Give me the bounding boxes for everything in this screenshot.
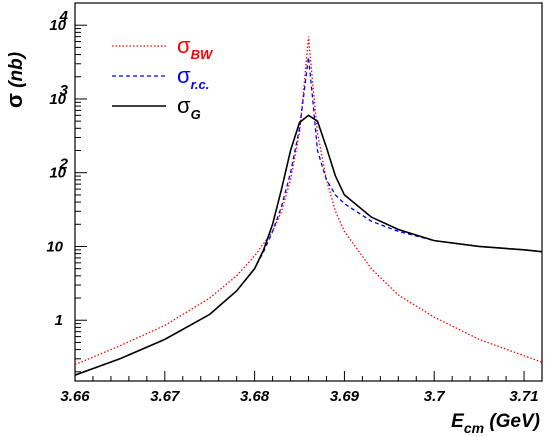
y-tick-label: 10 xyxy=(49,165,66,182)
y-tick-label: 10 xyxy=(49,17,66,34)
legend-entry: σG xyxy=(177,93,201,122)
series-line-rc xyxy=(75,56,542,376)
legend-symbol: σ xyxy=(177,93,191,118)
y-axis-title: σ (nb) xyxy=(2,52,27,108)
x-tick-label: 3.68 xyxy=(240,388,270,405)
legend-entry: σr.c. xyxy=(177,63,209,92)
legend-entry: σBW xyxy=(177,33,214,62)
x-tick-label: 3.67 xyxy=(150,388,180,405)
y-tick-exponent: 4 xyxy=(59,8,69,25)
x-tick-label: 3.71 xyxy=(509,388,538,405)
legend-subscript: G xyxy=(191,107,201,122)
legend-subscript: r.c. xyxy=(191,77,210,92)
legend-symbol: σ xyxy=(177,63,191,88)
y-axis-unit: (nb) xyxy=(6,52,27,93)
x-axis-title: Ecm (GeV) xyxy=(451,411,540,436)
x-axis-symbol: E xyxy=(451,411,465,432)
x-axis-subscript: cm xyxy=(464,420,484,436)
x-axis-unit: (GeV) xyxy=(484,411,540,432)
x-tick-label: 3.69 xyxy=(330,388,360,405)
x-tick-label: 3.7 xyxy=(424,388,446,405)
axis-ticks xyxy=(74,2,543,381)
y-tick-label: 1 xyxy=(55,312,63,329)
legend-subscript: BW xyxy=(191,47,214,62)
y-tick-exponent: 2 xyxy=(59,156,69,173)
y-tick-label: 10 xyxy=(49,91,66,108)
series-line-bw xyxy=(75,36,542,366)
legend-symbol: σ xyxy=(177,33,191,58)
y-axis-symbol: σ xyxy=(2,93,27,108)
x-tick-label: 3.66 xyxy=(60,388,90,405)
y-tick-label: 10 xyxy=(46,238,63,255)
series-line-g xyxy=(75,114,542,376)
plot-area xyxy=(75,36,542,376)
y-tick-exponent: 3 xyxy=(60,82,69,99)
